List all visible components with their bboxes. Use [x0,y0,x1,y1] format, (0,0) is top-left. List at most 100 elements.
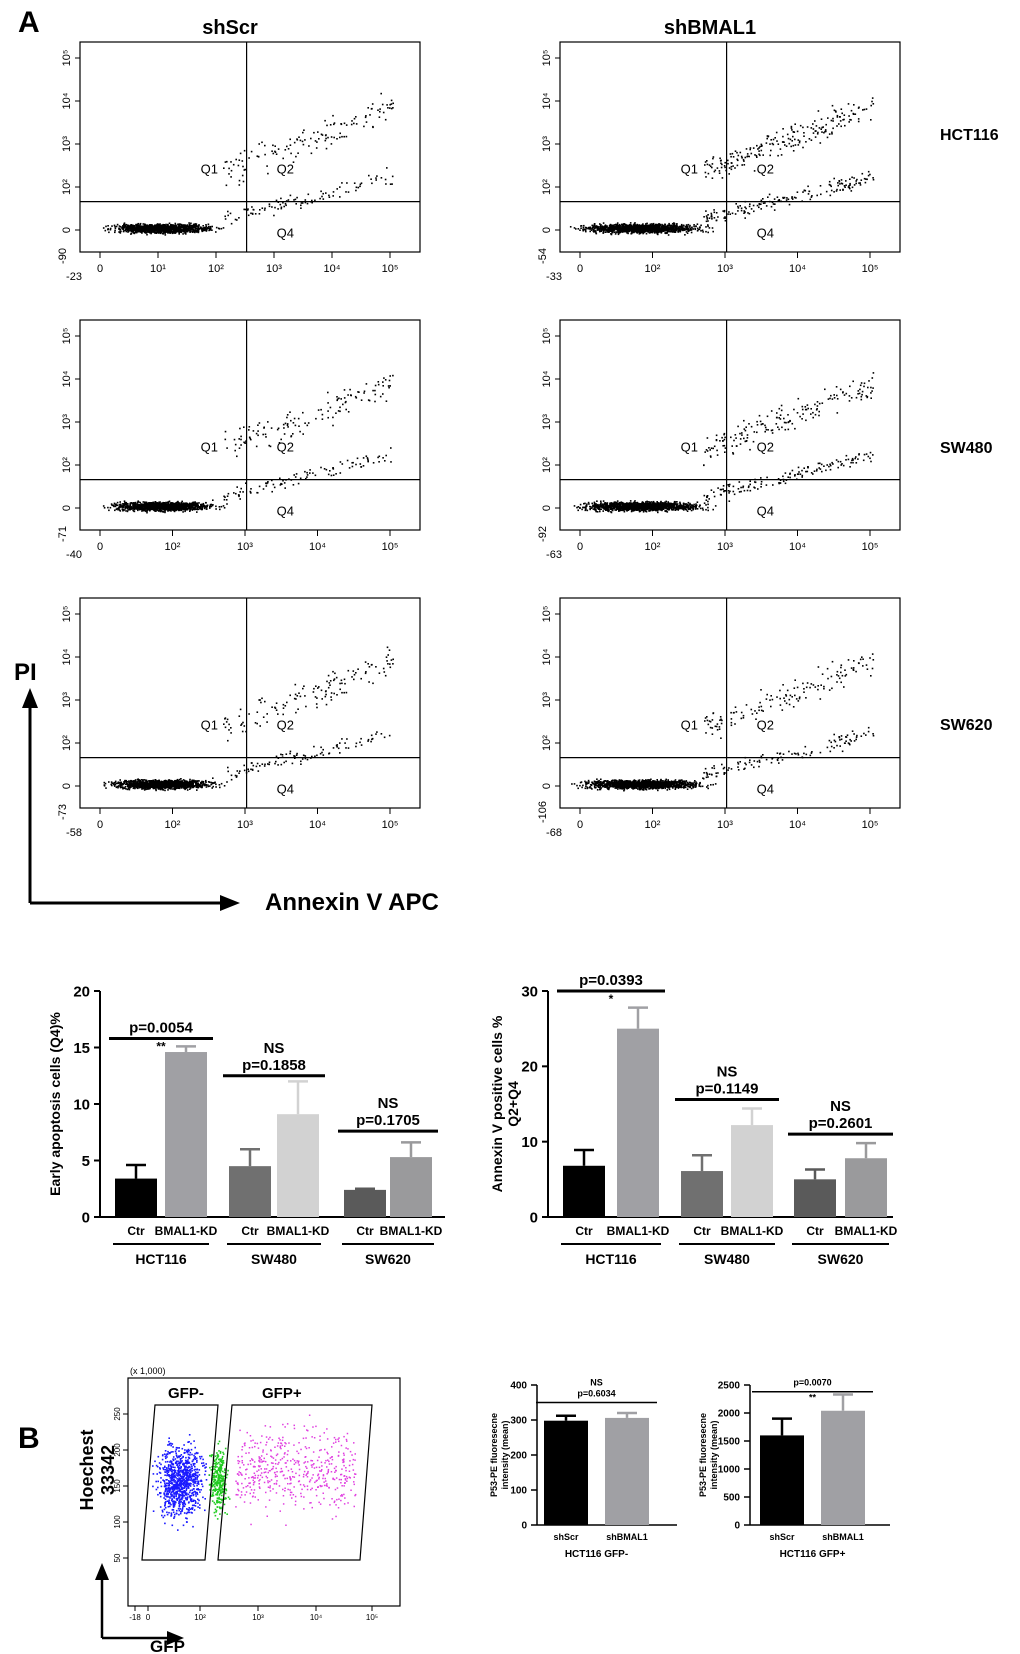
y-tick-label: 10⁵ [541,328,553,345]
x-tick-label: 10³ [237,541,253,553]
bar [794,1179,836,1217]
category-label: BMAL1-KD [155,1224,218,1238]
x-tick-label: -18 [129,1613,141,1622]
p-value-label: p=0.0070 [793,1378,831,1388]
x-tick-label: 10⁴ [324,263,341,275]
gate-gfp-neg [141,1404,219,1561]
p-value-label: p=0.0054 [129,1019,193,1036]
quadrant-label-q2: Q2 [277,161,294,176]
group-label: HCT116 GFP- [565,1549,628,1560]
y-tick-label: 300 [510,1416,527,1427]
flow-plot-frame [559,319,901,531]
x-min-label: -68 [546,827,562,839]
x-tick-label: 10¹ [150,263,166,275]
x-tick-label: 0 [97,263,103,275]
x-tick-label: 10³ [237,819,253,831]
category-label: BMAL1-KD [835,1224,898,1238]
flow-plot-dots [102,92,394,236]
x-tick-label: 10³ [266,263,282,275]
x-min-label: -33 [546,271,562,283]
quadrant-label-q4: Q4 [757,503,774,518]
category-label: Ctr [127,1224,145,1238]
gfp-hoechst-plot: (x 1,000) GFP- GFP+ 50 100 150 200 250 -18 0 10… [77,1366,401,1654]
y-axis-label: Early apoptosis cells (Q4)% [47,1012,63,1196]
y-tick-label: 30 [521,983,538,1000]
y-tick-label: 10⁵ [61,50,73,67]
x-tick-label: 10² [165,819,181,831]
gate-gfp-neg-label: GFP- [168,1385,204,1402]
category-label: shScr [769,1532,795,1542]
row-label-sw620: SW620 [940,717,993,734]
y-min-label: -106 [537,801,549,823]
y-tick-label: 0 [61,227,73,233]
hoechst-label-line1: Hoechest [77,1429,97,1510]
category-label: BMAL1-KD [607,1224,670,1238]
y-tick-label: 10³ [61,692,73,708]
x-tick-label: 10⁴ [309,541,326,553]
bar [229,1166,271,1217]
y-tick-label: 0 [530,1209,538,1226]
bar [760,1435,804,1525]
p-value-label: p=0.1858 [242,1057,306,1074]
ns-label: NS [378,1095,399,1112]
group-label: SW480 [704,1251,750,1267]
y-tick-label: 10⁵ [61,606,73,623]
group-label: SW480 [251,1251,297,1267]
p-value-label: p=0.2601 [809,1115,873,1132]
bar [845,1158,887,1217]
flow-plot-dots [103,646,394,792]
bar-chart-early-apoptosis: 0 5 10 15 20 Early apoptosis cells (Q4)% Ctr BM… [47,983,445,1267]
flow-plot-frame [79,319,421,531]
quadrant-label-q1: Q1 [201,439,218,454]
y-tick-label: 10⁵ [541,50,553,67]
bar-chart-annexin-positive: 0 10 20 30 Annexin V positive cells % Q2+Q4 Ct… [489,972,898,1267]
gate-gfp-pos-label: GFP+ [262,1385,302,1402]
gfp-axis-ticks: 50 100 150 200 250 -18 0 10² 10³ 10⁴ 10⁵ [113,1407,378,1622]
x-tick-label: 10³ [717,263,733,275]
y-tick-label: 10² [61,735,73,751]
y-tick-label: 10 [521,1134,538,1151]
y-axis-label: Annexin V positive cells % [489,1015,505,1192]
y-tick-label: 200 [113,1443,122,1457]
y-tick-label: 0 [82,1209,90,1226]
row-label-hct116: HCT116 [940,127,999,144]
ns-label: NS [264,1040,285,1057]
bar [344,1189,386,1217]
flow-cytometry-plots: Q1 Q2 Q4 0 10¹ 10² 10³ 10⁴ 10⁵ -23 0 10² 10³ 10⁴ 10⁵ -9… [57,41,901,839]
x-tick-label: 0 [97,541,103,553]
y-tick-label: 10⁵ [61,328,73,345]
y-axis-label-2: Q2+Q4 [505,1081,521,1127]
y-tick-label: 0 [541,227,553,233]
hoechst-label-line2: 33342 [98,1445,118,1495]
bar-chart-p53-gfp-neg: 0 100 200 300 400 P53-PE fluoresecne intensity… [489,1378,677,1560]
y-axis-label: P53-PE fluoresecne [698,1413,708,1497]
category-label: Ctr [356,1224,374,1238]
y-tick-label: 200 [510,1451,527,1462]
bar [165,1052,207,1217]
group-label: HCT116 [135,1251,187,1267]
quadrant-label-q1: Q1 [201,717,218,732]
y-tick-label: 50 [113,1553,122,1562]
p-value-label: p=0.6034 [577,1389,615,1399]
quadrant-label-q4: Q4 [277,503,294,518]
bar [544,1420,588,1525]
flow-plot: Q1 Q2 Q4 0 10² 10³ 10⁴ 10⁵ -68 0 10² 10³ 10⁴ 10⁵ -106 [537,597,901,839]
quadrant-label-q1: Q1 [681,161,698,176]
category-label: BMAL1-KD [721,1224,784,1238]
y-min-label: -54 [537,248,549,264]
p-value-label: p=0.0393 [579,972,643,989]
quadrant-label-q1: Q1 [201,161,218,176]
y-tick-label: 2500 [718,1381,741,1392]
group-label: SW620 [818,1251,864,1267]
x-tick-label: 10⁴ [789,263,806,275]
y-tick-label: 20 [73,983,90,1000]
y-tick-label: 10⁴ [61,648,73,665]
x-min-label: -63 [546,549,562,561]
category-label: Ctr [575,1224,593,1238]
x-tick-label: 0 [577,541,583,553]
panel-letter-b: B [18,1422,40,1455]
y-tick-label: 10⁵ [541,606,553,623]
annexin-axis-arrow [30,895,240,911]
flow-plot-frame [559,41,901,253]
